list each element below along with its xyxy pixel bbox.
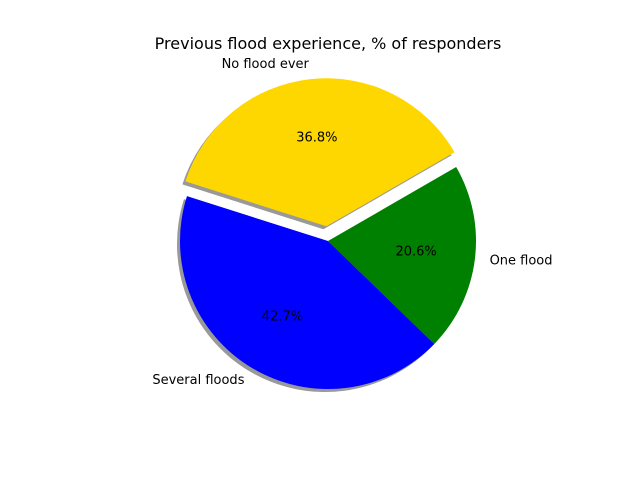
slice-label-several-floods: Several floods: [152, 373, 244, 388]
pie-slice-no-flood-ever: [185, 78, 455, 227]
pct-label-one-flood: 20.6%: [395, 244, 436, 259]
slice-label-one-flood: One flood: [490, 253, 553, 268]
pie-slice-one-flood: [328, 167, 476, 344]
pct-label-several-floods: 42.7%: [262, 310, 303, 325]
pie-slice-several-floods: [180, 196, 435, 390]
chart-title: Previous flood experience, % of responde…: [155, 34, 502, 53]
pie-label-layer: 36.8% No flood ever 42.7% Several floods 20.…: [152, 57, 552, 388]
slice-label-no-flood-ever: No flood ever: [222, 57, 310, 72]
pct-label-no-flood-ever: 36.8%: [296, 131, 337, 146]
pie-slice-layer: [180, 78, 476, 390]
